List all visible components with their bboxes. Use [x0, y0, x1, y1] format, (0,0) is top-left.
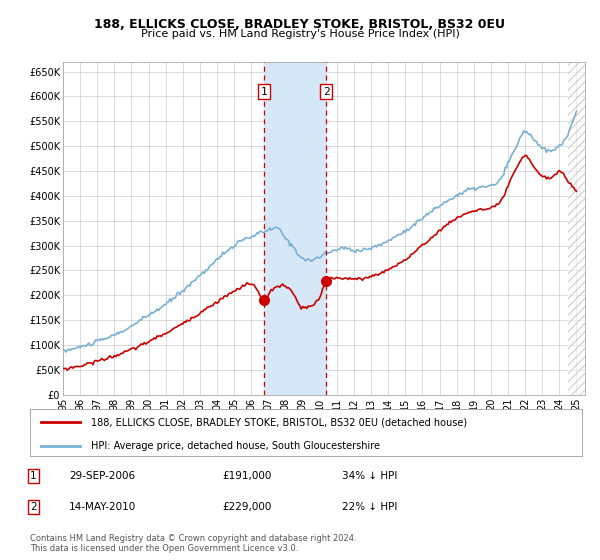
Text: 22% ↓ HPI: 22% ↓ HPI [342, 502, 397, 512]
Text: 1: 1 [30, 471, 37, 481]
Text: 2: 2 [323, 87, 329, 96]
Text: £229,000: £229,000 [222, 502, 271, 512]
Text: 2: 2 [30, 502, 37, 512]
Text: 188, ELLICKS CLOSE, BRADLEY STOKE, BRISTOL, BS32 0EU (detached house): 188, ELLICKS CLOSE, BRADLEY STOKE, BRIST… [91, 417, 467, 427]
Text: Price paid vs. HM Land Registry's House Price Index (HPI): Price paid vs. HM Land Registry's House … [140, 29, 460, 39]
Text: 14-MAY-2010: 14-MAY-2010 [69, 502, 136, 512]
Text: 34% ↓ HPI: 34% ↓ HPI [342, 471, 397, 481]
Text: 29-SEP-2006: 29-SEP-2006 [69, 471, 135, 481]
Text: HPI: Average price, detached house, South Gloucestershire: HPI: Average price, detached house, Sout… [91, 441, 380, 451]
Bar [264, 62, 326, 395]
Text: £191,000: £191,000 [222, 471, 271, 481]
Text: 1: 1 [261, 87, 268, 96]
Text: 188, ELLICKS CLOSE, BRADLEY STOKE, BRISTOL, BS32 0EU: 188, ELLICKS CLOSE, BRADLEY STOKE, BRIST… [95, 18, 505, 31]
Text: Contains HM Land Registry data © Crown copyright and database right 2024.
This d: Contains HM Land Registry data © Crown c… [30, 534, 356, 553]
Bar [568, 62, 585, 395]
Bar [568, 62, 585, 395]
